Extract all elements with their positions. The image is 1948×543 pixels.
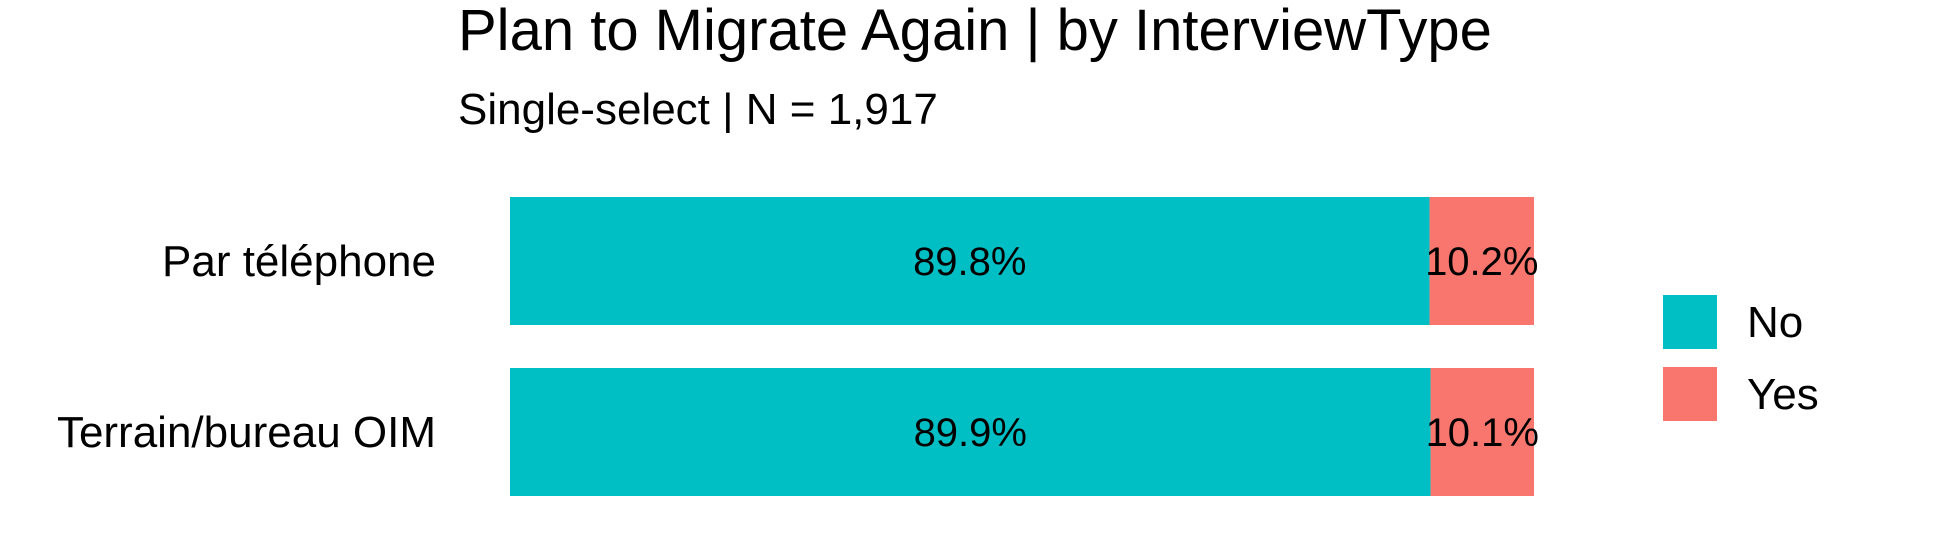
bar-segment-no	[510, 368, 1431, 496]
data-label: 10.1%	[1426, 411, 1539, 455]
chart-subtitle: Single-select | N = 1,917	[458, 85, 938, 134]
data-label: 89.8%	[913, 240, 1026, 284]
data-label: 89.9%	[914, 411, 1027, 455]
bar-segment-no	[510, 197, 1430, 325]
category-label: Terrain/bureau OIM	[57, 408, 436, 457]
chart-title: Plan to Migrate Again | by InterviewType	[458, 0, 1492, 63]
legend-label: Yes	[1747, 370, 1819, 419]
category-axis: Par téléphone Terrain/bureau OIM	[57, 237, 436, 457]
bar-segment-yes	[1430, 368, 1534, 496]
legend-key-no	[1663, 295, 1717, 349]
legend: No Yes	[1663, 295, 1819, 421]
plot-area: 89.8% 10.2% 89.9% 10.1%	[510, 197, 1539, 496]
bar-segment-yes	[1429, 197, 1534, 325]
legend-label: No	[1747, 298, 1803, 347]
category-label: Par téléphone	[162, 237, 436, 286]
data-label: 10.2%	[1425, 240, 1538, 284]
legend-key-yes	[1663, 367, 1717, 421]
